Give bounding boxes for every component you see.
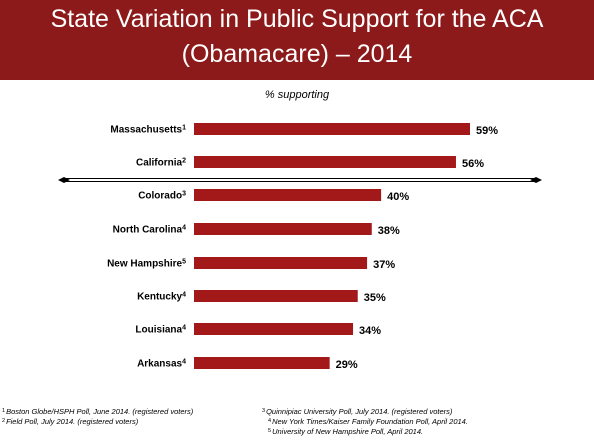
category-label: California2 (136, 157, 186, 169)
category-label: North Carolina4 (113, 224, 186, 236)
category-label: Colorado3 (138, 190, 186, 202)
title-line-1: State Variation in Public Support for th… (50, 5, 544, 33)
title-line-2: (Obamacare) – 2014 (181, 40, 413, 68)
bar (194, 223, 372, 235)
footnote-mark: 5 (268, 428, 272, 434)
value-label: 59% (476, 125, 498, 137)
value-label: 34% (359, 325, 381, 337)
chart-subtitle: % supporting (265, 89, 330, 101)
value-label: 37% (373, 259, 395, 271)
value-label: 38% (378, 225, 400, 237)
footnote-text: New York Times/Kaiser Family Foundation … (272, 417, 468, 426)
bar (194, 189, 382, 201)
footnote-text: Field Poll, July 2014. (registered voter… (6, 417, 139, 426)
bar (194, 257, 368, 269)
footnote-text: Boston Globe/HSPH Poll, June 2014. (regi… (6, 407, 194, 416)
bar (194, 357, 330, 369)
category-label: Massachusetts1 (110, 124, 186, 136)
divider-left-diamond (58, 177, 70, 183)
bar (194, 323, 354, 335)
category-label: Kentucky4 (137, 291, 186, 303)
bar (194, 290, 358, 302)
bar (194, 156, 456, 168)
divider-right-diamond (530, 177, 542, 183)
category-label: Arkansas4 (137, 358, 186, 370)
value-label: 35% (364, 292, 386, 304)
category-label: Louisiana4 (135, 324, 186, 336)
value-label: 40% (387, 191, 409, 203)
footnote-5: 5University of New Hampshire Poll, April… (268, 427, 423, 436)
footnote-3: 3Quinnipiac University Poll, July 2014. … (262, 407, 452, 416)
slide-title: State Variation in Public Support for th… (0, 2, 594, 72)
footnote-1: 1Boston Globe/HSPH Poll, June 2014. (reg… (2, 407, 193, 416)
footnote-4: 4New York Times/Kaiser Family Foundation… (268, 417, 468, 426)
footnote-mark: 1 (2, 408, 6, 414)
value-label: 29% (336, 359, 358, 371)
footnote-text: University of New Hampshire Poll, April … (272, 427, 424, 436)
footnote-mark: 2 (2, 418, 6, 424)
footnote-mark: 4 (268, 418, 272, 424)
category-label: New Hampshire5 (107, 258, 186, 270)
value-label: 56% (462, 158, 484, 170)
footnote-mark: 3 (262, 408, 266, 414)
footnote-2: 2Field Poll, July 2014. (registered vote… (2, 417, 138, 426)
bar (194, 123, 470, 135)
footnote-text: Quinnipiac University Poll, July 2014. (… (266, 407, 453, 416)
title-banner: State Variation in Public Support for th… (0, 0, 594, 80)
